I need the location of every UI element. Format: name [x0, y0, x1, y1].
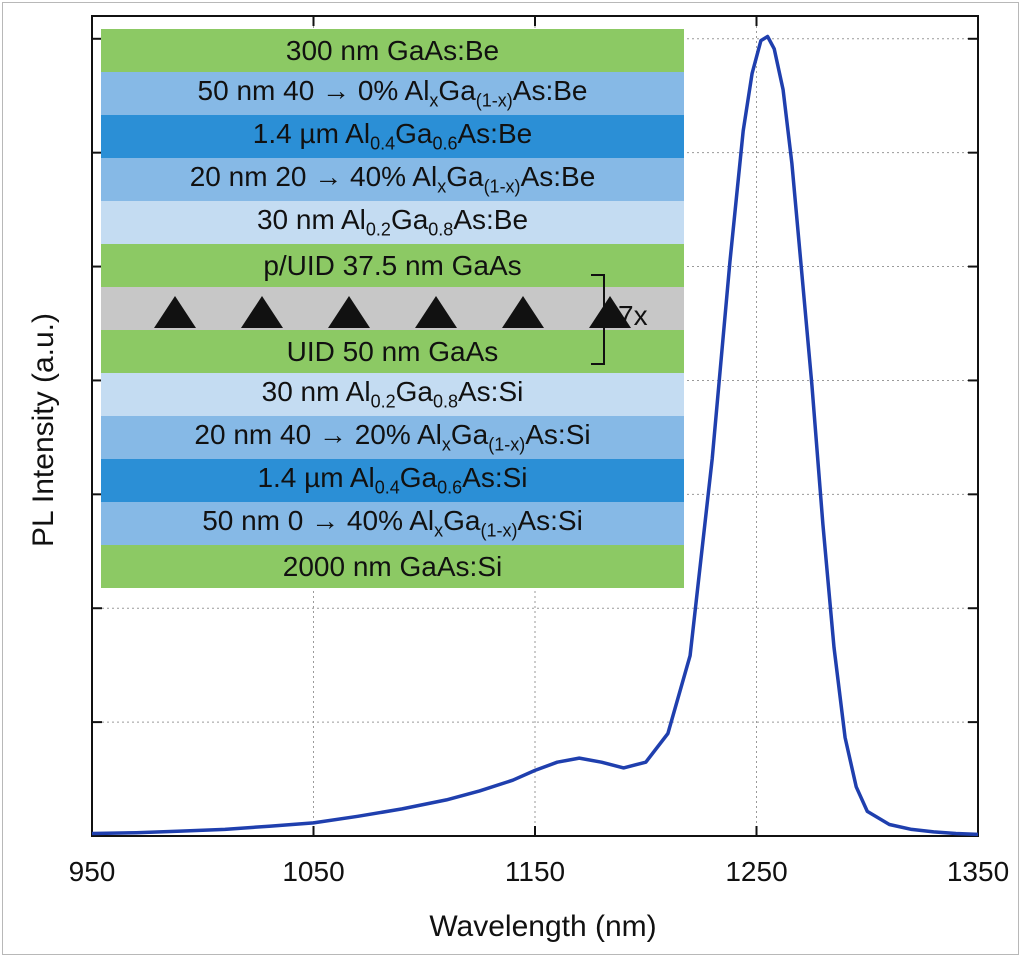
repeat-bracket-tick — [605, 318, 617, 320]
quantum-dot-triangle-icon — [240, 295, 283, 328]
layer-label: 300 nm GaAs:Be — [285, 34, 500, 66]
x-tick-label: 1250 — [725, 856, 788, 887]
repeat-bracket — [591, 274, 605, 365]
x-tick-label: 950 — [68, 856, 116, 887]
layer-label: 20 nm 40 → 20% AlxGa(1-x)As:Si — [194, 419, 591, 455]
layer-label: 1.4 µm Al0.4Ga0.6As:Si — [257, 462, 528, 498]
layer-row: p/UID 37.5 nm GaAs — [101, 244, 684, 287]
layer-row: 1.4 µm Al0.4Ga0.6As:Be — [101, 115, 684, 158]
axis-ticks — [91, 16, 979, 836]
layer-label: 30 nm Al0.2Ga0.8As:Si — [261, 376, 524, 412]
layer-label: 2000 nm GaAs:Si — [282, 550, 503, 582]
repeat-label: 7x — [618, 300, 648, 331]
layer-label: 30 nm Al0.2Ga0.8As:Be — [256, 204, 529, 240]
layer-row: 30 nm Al0.2Ga0.8As:Si — [101, 373, 684, 416]
layer-label: 50 nm 40 → 0% AlxGa(1-x)As:Be — [197, 75, 588, 111]
x-axis-label: Wavelength (nm) — [429, 910, 657, 943]
layer-row: 2000 nm GaAs:Si — [101, 545, 684, 588]
layer-row: 20 nm 20 → 40% AlxGa(1-x)As:Be — [101, 158, 684, 201]
x-tick-label: 1150 — [504, 856, 566, 887]
layer-row: 300 nm GaAs:Be — [101, 29, 684, 72]
quantum-dot-triangle-icon — [415, 295, 458, 328]
layer-row: 50 nm 0 → 40% AlxGa(1-x)As:Si — [101, 502, 684, 545]
quantum-dot-triangle-icon — [153, 295, 196, 328]
quantum-dot-triangle-icon — [327, 295, 370, 328]
layer-row: UID 50 nm GaAs — [101, 330, 684, 373]
layer-row: 1.4 µm Al0.4Ga0.6As:Si — [101, 459, 684, 502]
layer-row: 30 nm Al0.2Ga0.8As:Be — [101, 201, 684, 244]
layer-label: UID 50 nm GaAs — [286, 335, 499, 367]
layer-label: 50 nm 0 → 40% AlxGa(1-x)As:Si — [202, 505, 583, 541]
layer-label: 20 nm 20 → 40% AlxGa(1-x)As:Be — [189, 161, 596, 197]
y-axis-label: PL Intensity (a.u.) — [27, 313, 60, 547]
quantum-dot-triangle-icon — [589, 295, 632, 328]
series-line-pl — [91, 34, 979, 837]
x-tick-label: 1050 — [282, 856, 345, 887]
layer-row: 50 nm 40 → 0% AlxGa(1-x)As:Be — [101, 72, 684, 115]
quantum-dot-layer — [101, 287, 684, 330]
layer-label: p/UID 37.5 nm GaAs — [263, 249, 522, 281]
x-tick-label: 1350 — [946, 856, 1010, 887]
quantum-dot-triangle-icon — [502, 295, 545, 328]
layer-label: 1.4 µm Al0.4Ga0.6As:Be — [252, 118, 533, 154]
layer-stack-diagram: 300 nm GaAs:Be 50 nm 40 → 0% AlxGa(1-x)As… — [101, 29, 684, 588]
layer-row: 20 nm 40 → 20% AlxGa(1-x)As:Si — [101, 416, 684, 459]
